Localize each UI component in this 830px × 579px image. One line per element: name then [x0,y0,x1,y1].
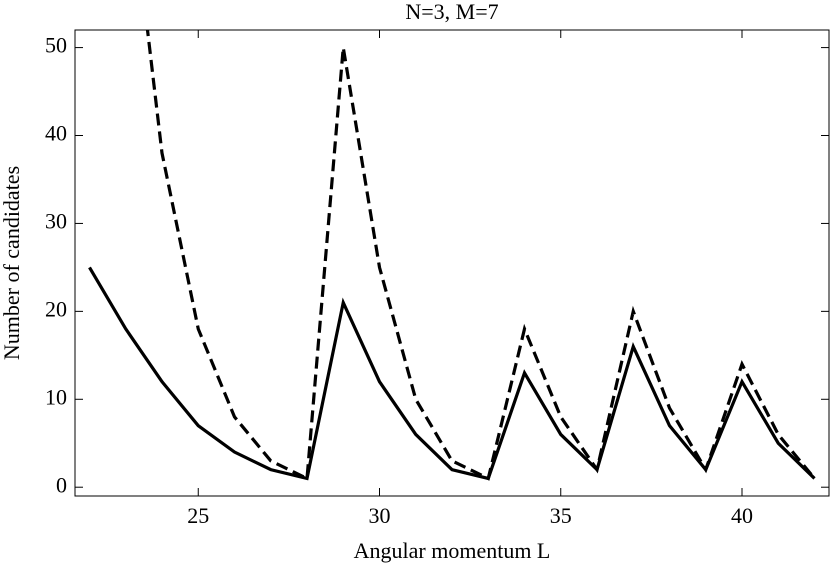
chart-title: N=3, M=7 [405,0,498,24]
x-tick-label: 40 [731,503,753,528]
series-line [88,266,816,481]
x-tick-label: 25 [187,503,209,528]
series-line [145,30,816,481]
x-axis-label: Angular momentum L [354,538,551,563]
y-tick-label: 20 [45,296,67,321]
plot-frame [74,29,830,497]
y-tick-label: 30 [45,208,67,233]
y-tick-label: 10 [45,384,67,409]
plot-lines [88,30,816,481]
x-tick-label: 30 [369,503,391,528]
x-tick-label: 35 [550,503,572,528]
y-tick-label: 0 [56,472,67,497]
y-tick-label: 50 [45,33,67,58]
y-axis-label: Number of candidates [0,166,24,360]
y-tick-label: 40 [45,121,67,146]
